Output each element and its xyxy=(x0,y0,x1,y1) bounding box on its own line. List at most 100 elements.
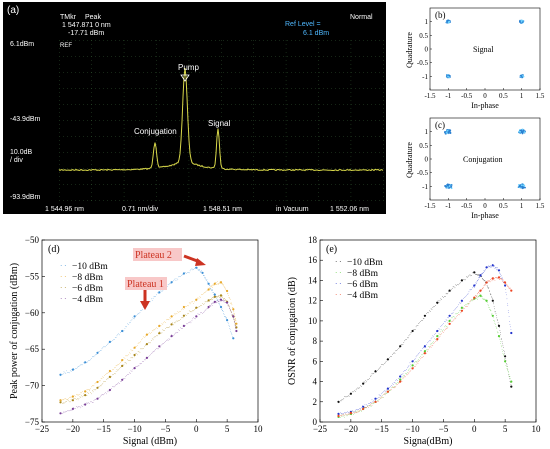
data-point: · xyxy=(115,383,117,388)
constellation-point xyxy=(522,129,525,132)
data-point: · xyxy=(183,314,185,319)
data-point: · xyxy=(158,326,160,331)
data-point: · xyxy=(460,312,462,317)
grid-dot xyxy=(103,40,104,41)
data-point: · xyxy=(169,338,171,343)
grid-dot xyxy=(285,64,287,65)
data-point: · xyxy=(374,400,376,405)
data-point: · xyxy=(491,297,493,302)
data-point: · xyxy=(507,370,509,375)
data-point: · xyxy=(107,342,109,347)
grid-dot xyxy=(207,56,208,57)
data-point: · xyxy=(130,349,132,354)
data-point: · xyxy=(130,370,132,375)
signal-peak-label: Signal xyxy=(208,119,230,128)
data-point: · xyxy=(492,314,494,319)
data-point: · xyxy=(488,264,490,269)
grid-dot xyxy=(303,136,304,137)
grid-dot xyxy=(283,104,284,105)
data-point: · xyxy=(343,413,345,418)
grid-dot xyxy=(267,40,268,41)
data-point: · xyxy=(349,393,351,398)
grid-dot xyxy=(151,184,152,185)
grid-dot xyxy=(307,88,308,89)
y-tick-label: 12 xyxy=(308,296,317,306)
grid-dot xyxy=(243,152,244,153)
data-point: · xyxy=(197,306,199,311)
data-point: · xyxy=(89,402,91,407)
grid-dot xyxy=(207,152,208,153)
data-point: · xyxy=(203,274,205,279)
series-point xyxy=(349,392,352,395)
data-point: · xyxy=(500,277,502,282)
grid-dot xyxy=(327,168,328,169)
grid-dot xyxy=(87,184,88,185)
data-point: · xyxy=(339,414,341,419)
data-point: · xyxy=(111,375,113,380)
data-point: · xyxy=(437,337,439,342)
grid-dot xyxy=(67,184,68,185)
grid-dot xyxy=(285,192,287,193)
data-point: · xyxy=(106,344,108,349)
grid-dot xyxy=(319,72,320,73)
data-point: · xyxy=(357,408,359,413)
data-point: · xyxy=(110,370,112,375)
grid-dot xyxy=(367,200,368,201)
grid-dot xyxy=(235,72,236,73)
data-point: · xyxy=(388,358,390,363)
grid-dot xyxy=(155,136,156,137)
data-point: · xyxy=(140,309,142,314)
legend: · · −10 dBm· · −8 dBm· · −6 dBm· · −4 dBm xyxy=(60,262,108,305)
data-point: · xyxy=(213,302,215,307)
data-point: · xyxy=(153,295,155,300)
data-point: · xyxy=(348,395,350,400)
grid-dot xyxy=(363,72,364,73)
data-point: · xyxy=(372,400,374,405)
grid-dot xyxy=(331,72,332,73)
data-point: · xyxy=(131,350,133,355)
data-point: · xyxy=(356,411,358,416)
grid-dot xyxy=(71,72,72,73)
grid-dot xyxy=(59,152,60,153)
constellation-point xyxy=(448,185,451,188)
data-point: · xyxy=(68,410,70,415)
grid-dot xyxy=(147,88,148,89)
data-point: · xyxy=(371,402,373,407)
grid-dot xyxy=(171,184,172,185)
data-point: · xyxy=(233,310,235,315)
data-point: · xyxy=(169,282,171,287)
data-point: · xyxy=(438,301,440,306)
series-point xyxy=(207,288,210,291)
data-point: · xyxy=(165,319,167,324)
grid-dot xyxy=(123,56,125,57)
data-point: · xyxy=(235,327,237,332)
grid-dot xyxy=(295,184,296,185)
data-point: · xyxy=(358,408,360,413)
grid-dot xyxy=(156,60,157,61)
panel-a-label: (a) xyxy=(7,5,19,16)
data-point: · xyxy=(157,292,159,297)
data-point: · xyxy=(62,373,64,378)
data-point: · xyxy=(448,291,450,296)
grid-dot xyxy=(67,152,68,153)
data-point: · xyxy=(69,369,71,374)
data-point: · xyxy=(427,311,429,316)
grid-dot xyxy=(103,200,104,201)
legend-label: −10 dBm xyxy=(72,262,108,272)
grid-dot xyxy=(188,40,190,41)
grid-dot xyxy=(307,120,308,121)
grid-dot xyxy=(379,40,380,41)
data-point: · xyxy=(411,331,413,336)
data-point: · xyxy=(380,397,382,402)
grid-dot xyxy=(318,72,319,73)
data-point: · xyxy=(470,300,472,305)
data-point: · xyxy=(218,282,220,287)
grid-dot xyxy=(167,152,168,153)
data-point: · xyxy=(390,386,392,391)
data-point: · xyxy=(195,318,197,323)
data-point: · xyxy=(417,362,419,367)
data-point: · xyxy=(207,300,209,305)
data-point: · xyxy=(191,300,193,305)
series-point xyxy=(207,305,210,309)
grid-dot xyxy=(350,92,352,93)
